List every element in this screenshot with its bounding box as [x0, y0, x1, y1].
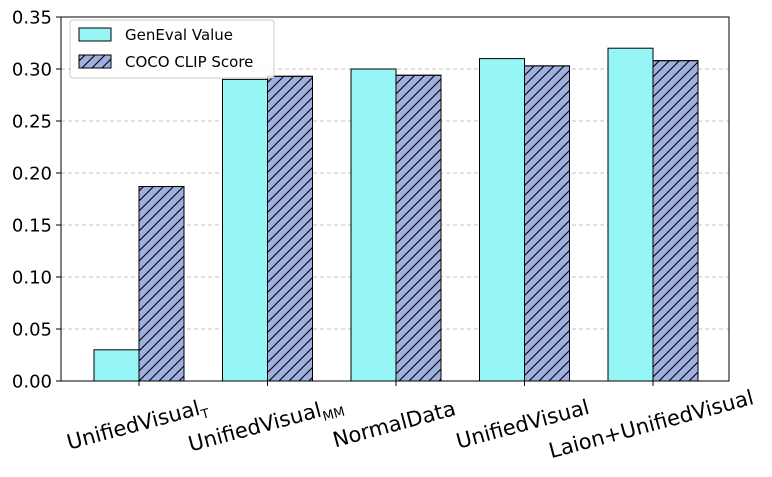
- x-tick-label: NormalData: [330, 396, 458, 452]
- y-tick-label: 0.20: [12, 164, 52, 185]
- y-tick-label: 0.30: [12, 60, 52, 81]
- bar-coco-clip-hatch: [524, 65, 570, 382]
- y-tick-label: 0.15: [12, 216, 52, 237]
- y-tick-label: 0.25: [12, 112, 52, 133]
- bar-geneval: [479, 58, 525, 382]
- bar-geneval: [93, 349, 140, 382]
- y-axis: 0.00 0.05 0.10 0.15 0.20 0.25 0.30 0.35: [12, 8, 61, 393]
- bar-coco-clip-hatch: [138, 186, 185, 382]
- y-tick-label: 0.10: [12, 268, 52, 289]
- bar-coco-clip-hatch: [395, 74, 442, 382]
- legend-swatch-coco-clip-hatch: [79, 55, 111, 68]
- x-axis: UnifiedVisualTUnifiedVisualMMNormalDataU…: [64, 381, 756, 463]
- bars: [93, 47, 699, 382]
- legend-swatch-geneval: [78, 27, 112, 42]
- bar-coco-clip-hatch: [652, 60, 699, 382]
- y-tick-label: 0.35: [12, 8, 52, 29]
- bar-geneval: [222, 78, 268, 382]
- y-tick-label: 0.05: [12, 320, 52, 341]
- legend-box: [69, 19, 275, 79]
- legend-label-geneval: GenEval Value: [125, 26, 233, 44]
- bar-coco-clip-hatch: [267, 75, 313, 382]
- bar-geneval: [607, 47, 654, 382]
- bar-geneval: [350, 68, 397, 382]
- legend-label-coco-clip: COCO CLIP Score: [125, 53, 253, 71]
- x-tick-label: UnifiedVisualMM: [186, 392, 347, 460]
- plot-frame: [60, 16, 730, 382]
- legend: GenEval Value COCO CLIP Score: [69, 19, 275, 79]
- y-tick-label: 0.00: [12, 372, 52, 393]
